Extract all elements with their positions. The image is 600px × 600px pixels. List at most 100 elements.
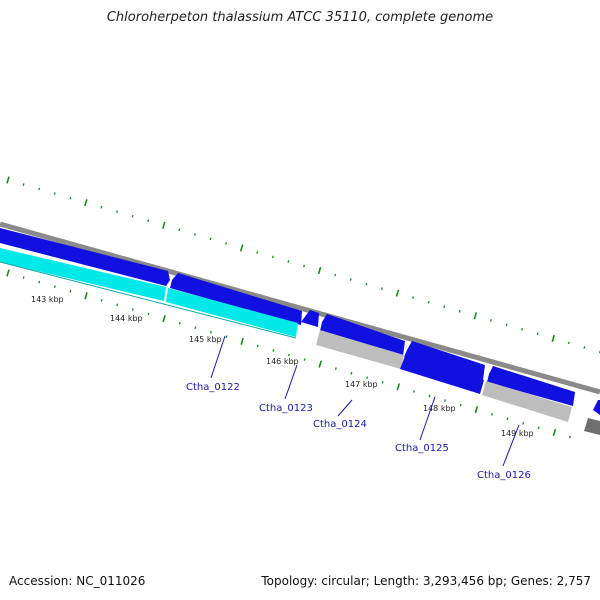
minor-tick bbox=[69, 196, 72, 200]
accession-text: Accession: NC_011026 bbox=[9, 574, 146, 588]
major-tick bbox=[6, 176, 10, 184]
gene-arrow-reverse-gray-2 bbox=[482, 381, 572, 422]
minor-tick bbox=[287, 260, 290, 263]
gene-label-leader-0123 bbox=[284, 364, 298, 400]
gene-label-leader-0125 bbox=[419, 396, 436, 441]
minor-tick bbox=[131, 214, 134, 218]
minor-tick bbox=[444, 399, 447, 402]
minor-tick bbox=[365, 282, 368, 286]
gene-label-ctha-0125[interactable]: Ctha_0125 bbox=[395, 443, 449, 454]
major-tick bbox=[239, 244, 244, 252]
major-tick bbox=[396, 383, 401, 391]
minor-tick bbox=[412, 390, 415, 393]
minor-tick bbox=[303, 358, 306, 361]
ruler-label-147: 147 kbp bbox=[345, 380, 378, 389]
minor-tick bbox=[256, 251, 259, 254]
minor-tick bbox=[147, 312, 150, 316]
major-tick bbox=[317, 266, 322, 275]
gene-arrow-forward-1 bbox=[0, 228, 170, 286]
backbone-line bbox=[0, 221, 600, 395]
outer-tick-ring bbox=[6, 176, 600, 354]
minor-tick bbox=[366, 376, 369, 380]
gene-label-ctha-0123[interactable]: Ctha_0123 bbox=[259, 403, 313, 414]
minor-tick bbox=[225, 242, 228, 245]
minor-tick bbox=[38, 280, 41, 284]
minor-tick bbox=[428, 394, 431, 398]
minor-tick bbox=[522, 422, 525, 425]
gene-label-ctha-0122[interactable]: Ctha_0122 bbox=[186, 382, 240, 393]
major-tick bbox=[474, 406, 479, 414]
gene-arrow-forward-4 bbox=[320, 314, 405, 356]
gene-label-leader-0124 bbox=[337, 399, 353, 417]
minor-tick bbox=[271, 255, 274, 259]
gene-label-leader-0126 bbox=[502, 424, 520, 467]
minor-tick bbox=[193, 233, 196, 236]
strand-divider bbox=[0, 261, 297, 339]
minor-tick bbox=[22, 276, 25, 279]
minor-tick bbox=[506, 417, 509, 421]
minor-tick bbox=[567, 341, 570, 345]
minor-tick bbox=[131, 308, 134, 311]
minor-tick bbox=[583, 346, 586, 349]
inner-tick-ring bbox=[6, 269, 571, 439]
major-tick bbox=[162, 314, 166, 323]
minor-tick bbox=[53, 192, 56, 195]
gene-label-ctha-0126[interactable]: Ctha_0126 bbox=[477, 470, 531, 481]
major-tick bbox=[395, 289, 400, 297]
major-tick bbox=[6, 269, 10, 277]
minor-tick bbox=[490, 412, 493, 416]
ruler-label-144: 144 kbp bbox=[110, 314, 143, 323]
major-tick bbox=[84, 199, 88, 207]
ruler-label-143: 143 kbp bbox=[31, 295, 64, 304]
gene-arrow-reverse-gray-1 bbox=[316, 330, 404, 369]
gene-arrow-reverse-blue-1 bbox=[400, 356, 484, 394]
minor-tick bbox=[100, 299, 103, 302]
ruler-label-146: 146 kbp bbox=[266, 357, 299, 366]
major-tick bbox=[162, 221, 166, 229]
gene-arrow-forward-5 bbox=[404, 341, 485, 380]
gene-label-ctha-0124[interactable]: Ctha_0124 bbox=[313, 419, 367, 430]
gene-label-leader-0122 bbox=[210, 335, 226, 379]
minor-tick bbox=[443, 305, 446, 309]
major-tick bbox=[84, 292, 88, 300]
minor-tick bbox=[334, 367, 337, 370]
minor-tick bbox=[225, 335, 228, 339]
major-tick bbox=[240, 337, 244, 345]
minor-tick bbox=[381, 381, 384, 384]
gene-arrow-forward-6 bbox=[487, 366, 575, 406]
minor-tick bbox=[69, 289, 72, 293]
gene-arrow-forward-3 bbox=[301, 310, 319, 327]
minor-tick bbox=[334, 273, 337, 277]
genome-summary-text: Topology: circular; Length: 3,293,456 bp… bbox=[261, 574, 591, 588]
minor-tick bbox=[100, 205, 103, 209]
minor-tick bbox=[38, 187, 41, 191]
map-title: Chloroherpeton thalassium ATCC 35110, co… bbox=[106, 10, 494, 25]
minor-tick bbox=[116, 303, 119, 307]
minor-tick bbox=[22, 183, 25, 186]
minor-tick bbox=[256, 344, 259, 348]
minor-tick bbox=[380, 287, 383, 290]
minor-tick bbox=[288, 353, 290, 357]
minor-tick bbox=[349, 278, 352, 281]
minor-tick bbox=[427, 300, 430, 304]
minor-tick bbox=[537, 426, 540, 430]
gene-arrow-reverse-cyan-1 bbox=[0, 248, 166, 301]
major-tick bbox=[551, 334, 555, 343]
minor-tick bbox=[489, 319, 492, 322]
gene-arrow-reverse-cyan-2 bbox=[166, 288, 298, 337]
minor-tick bbox=[209, 237, 212, 241]
minor-tick bbox=[569, 435, 571, 439]
minor-tick bbox=[459, 403, 462, 407]
minor-tick bbox=[350, 371, 353, 375]
minor-tick bbox=[536, 332, 539, 336]
ruler-label-145: 145 kbp bbox=[189, 335, 222, 344]
gene-arrow-reverse-darkgray-1 bbox=[584, 418, 600, 435]
major-tick bbox=[318, 360, 322, 368]
minor-tick bbox=[178, 228, 181, 232]
minor-tick bbox=[412, 296, 415, 299]
ruler-label-148: 148 kbp bbox=[423, 404, 456, 413]
minor-tick bbox=[147, 219, 150, 223]
minor-tick bbox=[272, 349, 275, 352]
minor-tick bbox=[116, 210, 119, 213]
